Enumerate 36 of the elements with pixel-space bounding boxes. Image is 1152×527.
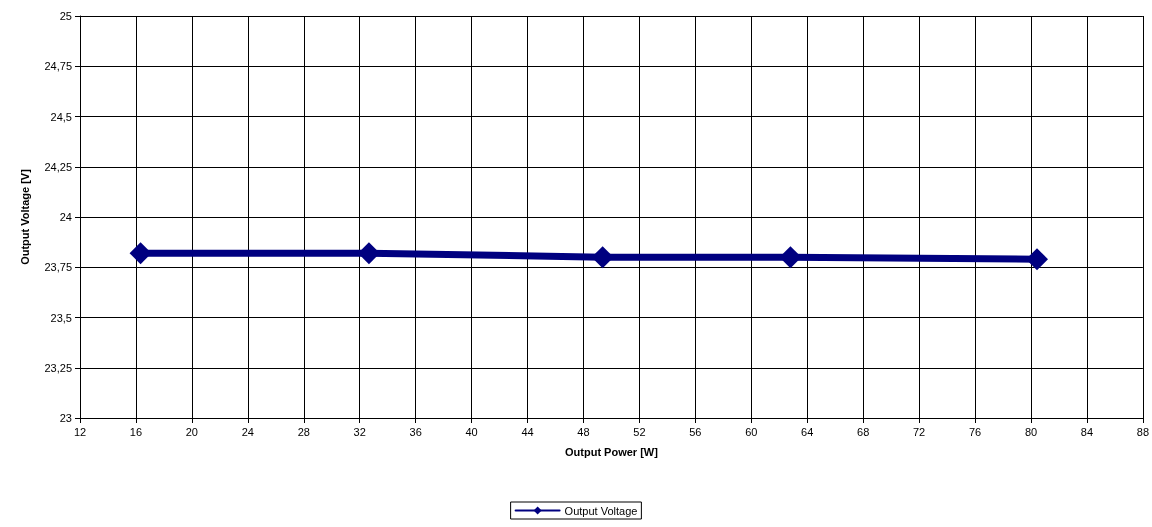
y-tick-label: 23,25: [44, 361, 72, 374]
point: [1026, 248, 1049, 271]
x-tick-label: 40: [465, 425, 478, 438]
x-tick-label: 76: [968, 425, 982, 438]
y-tick-label: 23: [59, 412, 72, 424]
y-tick-label: 23,75: [44, 261, 72, 274]
x-tick-label: 68: [857, 425, 870, 438]
x-tick-label: 64: [801, 425, 814, 438]
x-tick-label: 56: [689, 425, 702, 438]
x-tick-label: 32: [353, 425, 366, 438]
x-tick-label: 88: [1136, 425, 1150, 438]
x-tick-label: 12: [73, 425, 87, 438]
legend-label: Output Voltage: [564, 504, 638, 517]
x-tick-label: 80: [1024, 425, 1038, 438]
x-tick-label: 20: [185, 425, 199, 438]
y-tick-label: 24,5: [50, 110, 72, 123]
x-tick-label: 28: [297, 425, 310, 438]
x-axis-title: Output Power [W]: [565, 445, 659, 458]
x-tick-label: 24: [241, 425, 254, 438]
x-tick-label: 16: [129, 425, 143, 438]
point: [591, 246, 614, 269]
x-tick-label: 72: [912, 425, 926, 438]
x-tick-label: 36: [409, 425, 422, 438]
x-tick-label: 84: [1080, 425, 1094, 438]
x-tick-label: 60: [745, 425, 758, 438]
point: [779, 246, 802, 269]
x-tick-label: 44: [521, 425, 534, 438]
y-tick-label: 25: [59, 10, 72, 22]
y-tick-label: 24: [59, 211, 72, 223]
x-tick-label: 48: [577, 425, 590, 438]
y-tick-label: 23,5: [50, 311, 72, 324]
y-axis-title: Output Voltage [V]: [18, 168, 31, 265]
point: [129, 242, 152, 265]
y-tick-label: 24,25: [44, 160, 72, 173]
x-tick-label: 52: [633, 425, 646, 438]
y-tick-label: 24,75: [44, 60, 72, 73]
